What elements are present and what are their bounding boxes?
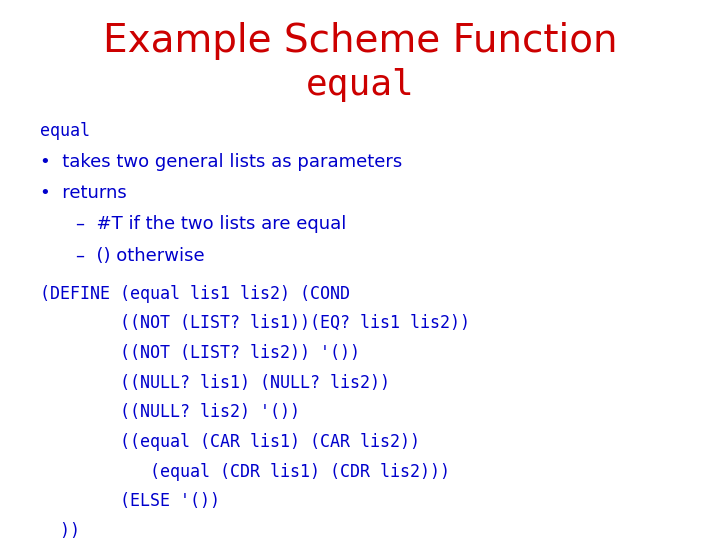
Text: equal: equal <box>305 68 415 102</box>
Text: Example Scheme Function: Example Scheme Function <box>103 22 617 59</box>
Text: –  () otherwise: – () otherwise <box>76 247 204 265</box>
Text: equal: equal <box>40 122 89 139</box>
Text: ((NOT (LIST? lis2)) '()): ((NOT (LIST? lis2)) '()) <box>40 344 359 362</box>
Text: (equal (CDR lis1) (CDR lis2))): (equal (CDR lis1) (CDR lis2))) <box>40 463 449 481</box>
Text: •  takes two general lists as parameters: • takes two general lists as parameters <box>40 153 402 171</box>
Text: ((NULL? lis1) (NULL? lis2)): ((NULL? lis1) (NULL? lis2)) <box>40 374 390 391</box>
Text: (ELSE '()): (ELSE '()) <box>40 492 220 510</box>
Text: ((NOT (LIST? lis1))(EQ? lis1 lis2)): ((NOT (LIST? lis1))(EQ? lis1 lis2)) <box>40 314 469 332</box>
Text: (DEFINE (equal lis1 lis2) (COND: (DEFINE (equal lis1 lis2) (COND <box>40 285 350 302</box>
Text: •  returns: • returns <box>40 184 126 202</box>
Text: ((equal (CAR lis1) (CAR lis2)): ((equal (CAR lis1) (CAR lis2)) <box>40 433 420 451</box>
Text: )): )) <box>40 522 80 540</box>
Text: –  #T if the two lists are equal: – #T if the two lists are equal <box>76 215 346 233</box>
Text: ((NULL? lis2) '()): ((NULL? lis2) '()) <box>40 403 300 421</box>
